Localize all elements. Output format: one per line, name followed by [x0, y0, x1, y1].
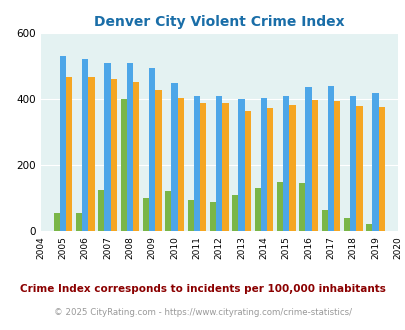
Bar	[143, 198, 149, 231]
Bar	[149, 68, 155, 231]
Bar	[215, 96, 222, 231]
Bar	[298, 183, 305, 231]
Bar	[111, 79, 117, 231]
Bar	[126, 63, 133, 231]
Bar	[333, 101, 339, 231]
Bar	[260, 98, 266, 231]
Bar	[104, 63, 111, 231]
Bar	[356, 106, 362, 231]
Bar	[378, 107, 384, 231]
Bar	[365, 224, 371, 231]
Bar	[282, 96, 289, 231]
Bar	[155, 90, 161, 231]
Bar	[187, 200, 193, 231]
Bar	[66, 77, 72, 231]
Bar	[120, 99, 126, 231]
Bar	[133, 82, 139, 231]
Bar	[311, 100, 317, 231]
Bar	[200, 103, 206, 231]
Bar	[289, 105, 295, 231]
Bar	[60, 56, 66, 231]
Bar	[327, 86, 333, 231]
Text: Crime Index corresponds to incidents per 100,000 inhabitants: Crime Index corresponds to incidents per…	[20, 284, 385, 294]
Bar	[244, 111, 250, 231]
Bar	[305, 87, 311, 231]
Bar	[321, 210, 327, 231]
Bar	[349, 96, 356, 231]
Bar	[82, 59, 88, 231]
Bar	[222, 103, 228, 231]
Bar	[371, 93, 378, 231]
Bar	[276, 182, 282, 231]
Bar	[177, 98, 183, 231]
Bar	[171, 82, 177, 231]
Bar	[88, 77, 94, 231]
Bar	[254, 188, 260, 231]
Bar	[343, 218, 349, 231]
Bar	[165, 191, 171, 231]
Bar	[209, 202, 215, 231]
Bar	[193, 96, 200, 231]
Title: Denver City Violent Crime Index: Denver City Violent Crime Index	[94, 15, 344, 29]
Bar	[238, 99, 244, 231]
Bar	[232, 195, 238, 231]
Bar	[98, 190, 104, 231]
Bar	[53, 213, 60, 231]
Bar	[266, 108, 273, 231]
Text: © 2025 CityRating.com - https://www.cityrating.com/crime-statistics/: © 2025 CityRating.com - https://www.city…	[54, 308, 351, 317]
Bar	[76, 213, 82, 231]
